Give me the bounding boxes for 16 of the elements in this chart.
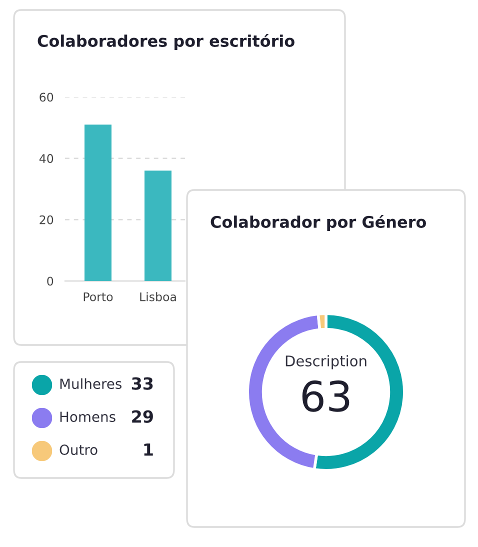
text: 63 bbox=[302, 380, 350, 412]
legend-label: Outro bbox=[60, 444, 98, 456]
legend-label: Homens bbox=[60, 412, 116, 422]
data-label: 29 bbox=[132, 410, 153, 423]
text: Description bbox=[286, 355, 366, 370]
x-tick-label: Lisboa bbox=[140, 292, 176, 302]
legend-label: Mulheres bbox=[60, 378, 122, 390]
chart-title: Colaboradores por escritório bbox=[38, 34, 294, 50]
chart-title: Colaborador por Género bbox=[210, 214, 426, 232]
y-tick-label: 20 bbox=[40, 215, 54, 224]
y-tick-label: 60 bbox=[40, 92, 54, 102]
y-tick-label: 0 bbox=[47, 276, 54, 286]
data-label: 1 bbox=[144, 443, 153, 456]
x-tick-label: Porto bbox=[84, 292, 113, 302]
data-label: 33 bbox=[132, 377, 153, 390]
y-tick-label: 40 bbox=[39, 154, 54, 163]
